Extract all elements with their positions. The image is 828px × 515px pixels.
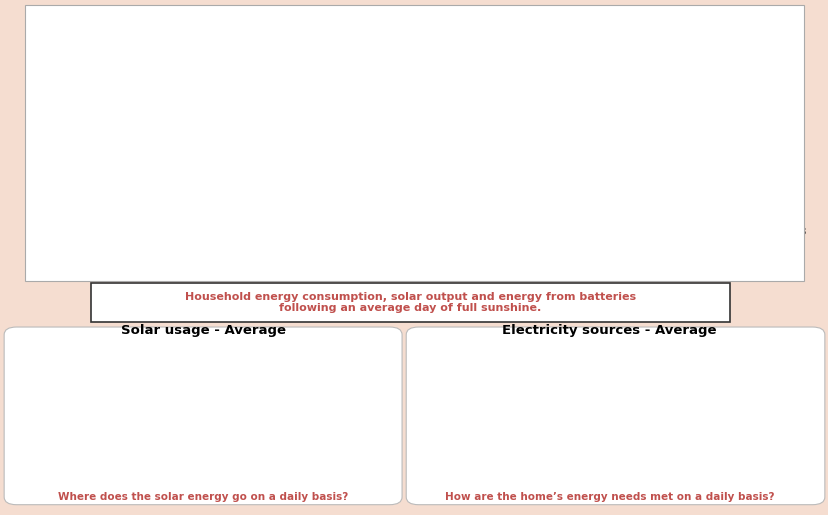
Text: 32%: 32% (70, 396, 96, 405)
Text: 55%: 55% (561, 419, 588, 428)
Wedge shape (474, 364, 528, 470)
Legend: Energy consumption (kWh), Solar output (kWh), Energy from batteries (kWh): Energy consumption (kWh), Solar output (… (184, 261, 690, 279)
Legend: Solar self-
consumption, Solar into batteries, Excess (wasted)
solar: Solar self- consumption, Solar into batt… (205, 379, 329, 458)
Text: Household energy consumption, solar output and energy from batteries
following a: Household energy consumption, solar outp… (185, 292, 635, 313)
Text: Electricity sources - Average: Electricity sources - Average (502, 324, 715, 337)
Text: Solar usage - Average: Solar usage - Average (120, 324, 286, 337)
Y-axis label: kilowatt-hours: kilowatt-hours (37, 86, 47, 161)
Wedge shape (511, 364, 582, 473)
Wedge shape (511, 418, 528, 470)
Text: 29%: 29% (151, 393, 178, 403)
Wedge shape (70, 364, 124, 442)
Text: 0%: 0% (498, 445, 518, 456)
Text: 45%: 45% (468, 408, 494, 418)
X-axis label: Time of day: Time of day (404, 243, 469, 252)
Text: Where does the solar energy go on a daily basis?: Where does the solar energy go on a dail… (58, 492, 348, 502)
Text: How are the home’s energy needs met on a daily basis?: How are the home’s energy needs met on a… (444, 492, 773, 502)
Text: 39%: 39% (128, 447, 154, 457)
Legend: From solar, From grid, From batteries: From solar, From grid, From batteries (608, 390, 708, 447)
Wedge shape (75, 418, 177, 473)
Wedge shape (124, 364, 179, 432)
